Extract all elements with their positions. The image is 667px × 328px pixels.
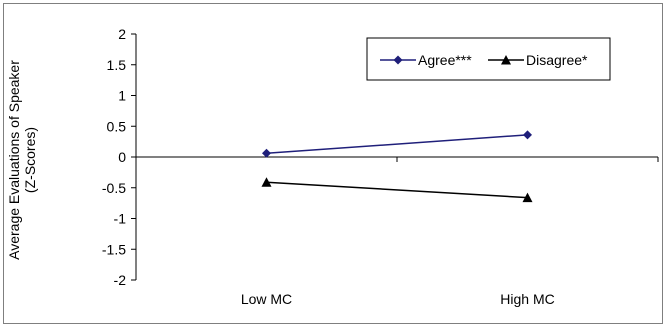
y-tick-label: -2 (114, 272, 127, 288)
legend-box (366, 37, 611, 81)
y-axis-title-line2: (Z-Scores) (22, 127, 38, 193)
x-tick-label: High MC (500, 291, 554, 307)
y-tick-label: 2 (118, 26, 126, 42)
legend-agree-label: Agree*** (418, 52, 472, 68)
y-axis-title-line1: Average Evaluations of Speaker (6, 60, 22, 260)
y-tick-label: 1.5 (107, 57, 127, 73)
legend-disagree-marker (501, 55, 511, 65)
y-ticks: 2 1.5 1 0.5 0 -0.5 -1 -1.5 -2 (102, 26, 136, 288)
y-tick-label: -1.5 (102, 241, 126, 257)
legend-agree-marker (393, 55, 403, 65)
y-tick-label: -1 (114, 211, 127, 227)
legend-disagree-label: Disagree* (526, 52, 588, 68)
data-point-0-1 (523, 130, 532, 140)
y-tick-label: 0.5 (107, 118, 127, 134)
y-tick-label: -0.5 (102, 180, 126, 196)
data-point-1-1 (522, 192, 533, 203)
y-tick-label: 1 (118, 88, 126, 104)
data-point-1-0 (261, 177, 272, 187)
series-line-0 (266, 134, 528, 155)
x-tick-label: Low MC (241, 291, 292, 307)
series-line-1 (266, 181, 528, 199)
y-tick-label: 0 (118, 149, 126, 165)
x-ticks: Low MC High MC (135, 157, 659, 307)
data-point-0-0 (262, 148, 271, 158)
legend: Agree*** Disagree* (366, 37, 611, 81)
series-layer (261, 130, 533, 203)
